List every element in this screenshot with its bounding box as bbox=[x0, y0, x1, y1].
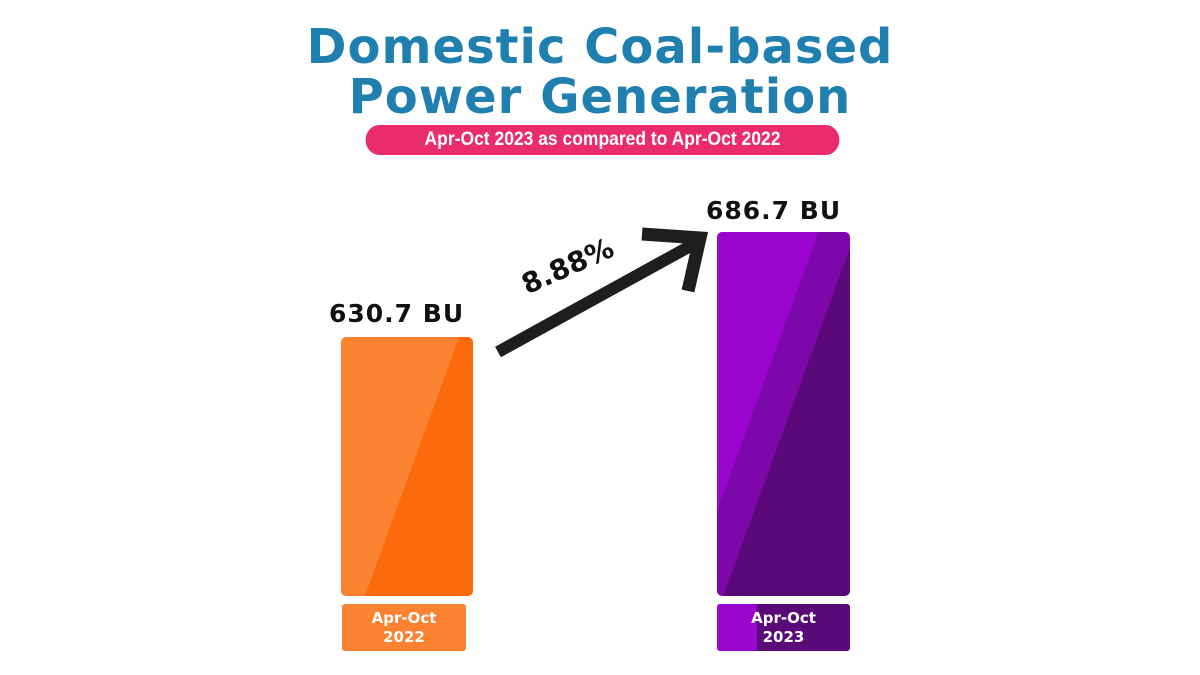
chart-title-line2: Power Generation bbox=[348, 69, 852, 125]
category-label-2023: Apr-Oct 2023 bbox=[717, 604, 850, 651]
category-label-2022: Apr-Oct 2022 bbox=[342, 604, 466, 651]
chart-title-line1: Domestic Coal-based bbox=[306, 19, 894, 75]
subtitle-pill: Apr-Oct 2023 as compared to Apr-Oct 2022 bbox=[365, 125, 840, 155]
bar-value-2023: 686.7 BU bbox=[706, 196, 842, 225]
bar-value-2022: 630.7 BU bbox=[329, 299, 465, 328]
bar-2022 bbox=[341, 337, 473, 596]
bar-2023 bbox=[717, 232, 850, 596]
category-period: Apr-Oct bbox=[371, 608, 437, 627]
category-year: 2022 bbox=[383, 627, 425, 646]
category-period: Apr-Oct bbox=[751, 608, 816, 627]
category-year: 2023 bbox=[762, 627, 805, 646]
